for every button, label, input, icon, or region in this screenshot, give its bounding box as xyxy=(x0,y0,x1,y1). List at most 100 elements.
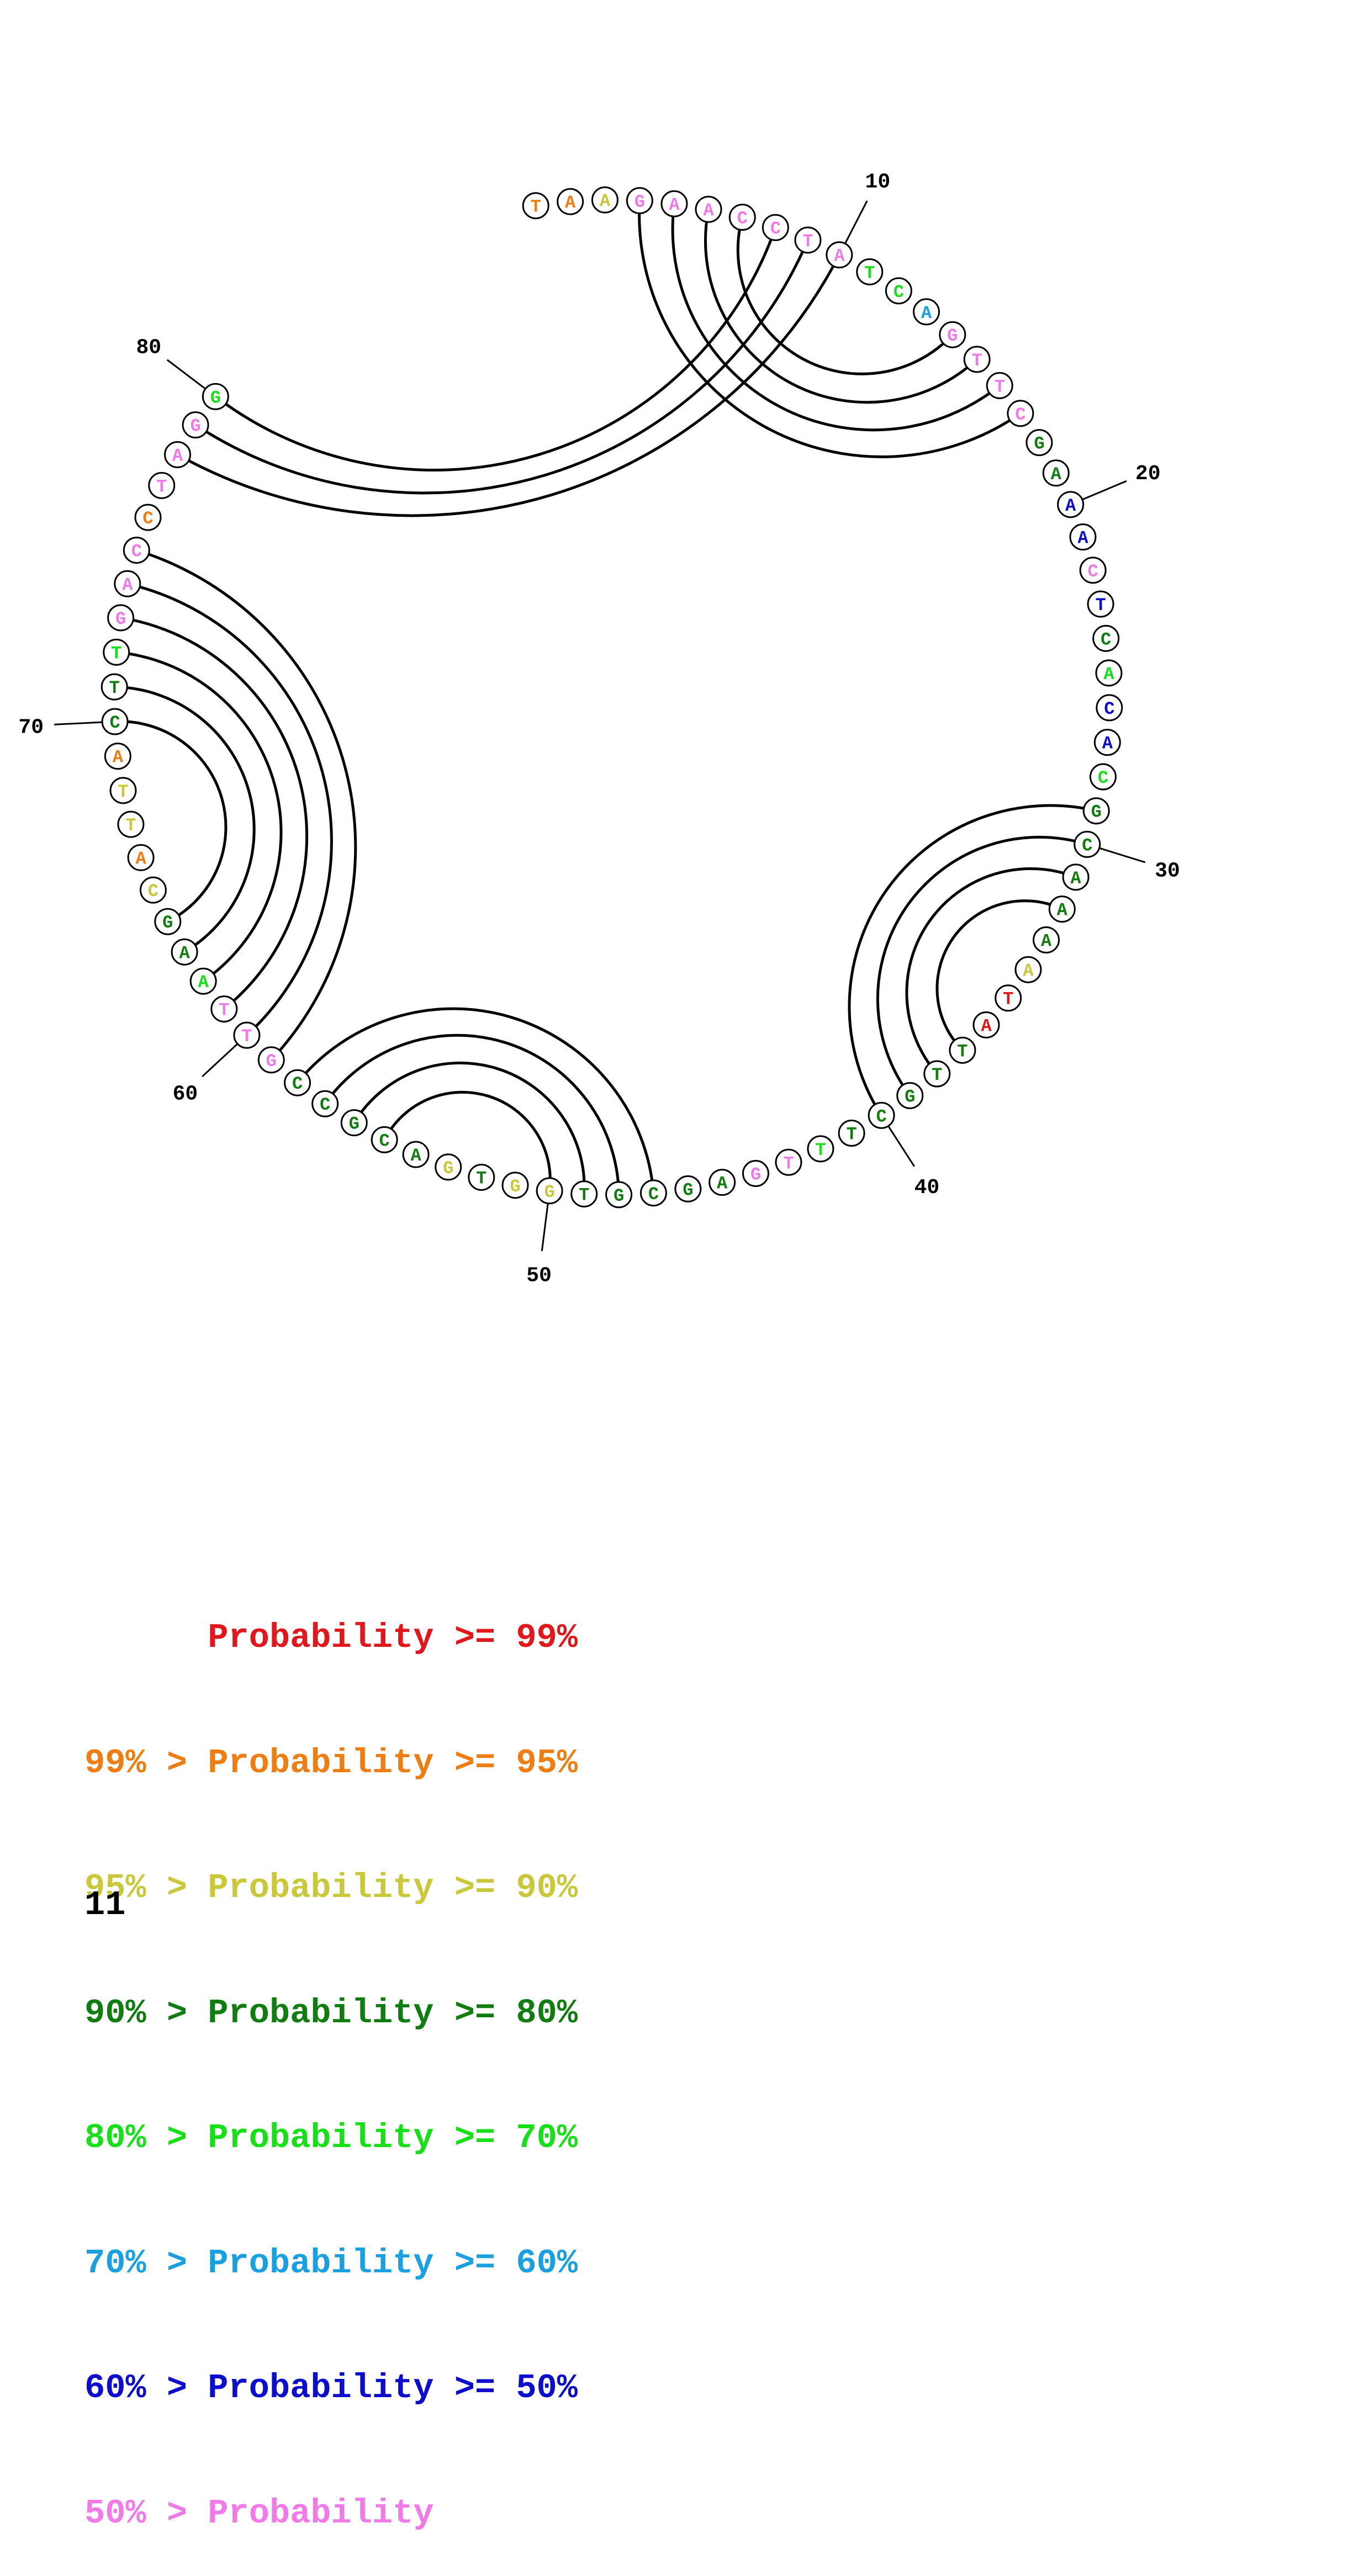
position-ticks: 10 20 30 40 50 60 70 80 xyxy=(18,170,1180,1287)
nucleotide-letter: A xyxy=(1041,931,1052,952)
nucleotide-letter: A xyxy=(410,1146,421,1166)
nucleotide-circle xyxy=(972,1011,1000,1038)
legend-row-99: 99% > Probability >= 99% xyxy=(84,1617,578,1659)
nucleotide: T xyxy=(995,984,1022,1012)
nucleotide: A xyxy=(591,186,619,214)
nucleotide: T xyxy=(570,1180,598,1208)
base-pair-arc xyxy=(177,254,841,517)
nucleotide: G xyxy=(939,321,966,348)
legend-text: Probability >= 95% xyxy=(208,1743,578,1783)
tick-mark xyxy=(844,200,868,244)
nucleotide-circle xyxy=(210,995,238,1023)
nucleotide-letter: G xyxy=(266,1051,277,1072)
base-pair-arc xyxy=(671,203,1001,432)
nucleotide-letter: G xyxy=(683,1180,693,1200)
nucleotide-letter: C xyxy=(148,881,158,902)
nucleotide-circle xyxy=(468,1163,495,1191)
nucleotide-circle xyxy=(896,1082,924,1109)
nucleotide-letter: G xyxy=(162,913,173,933)
nucleotide: G xyxy=(501,1172,529,1199)
tick-mark xyxy=(202,1043,239,1078)
nucleotide-letter: T xyxy=(815,1140,826,1160)
nucleotide-letter: T xyxy=(219,1000,229,1021)
nucleotide-letter: T xyxy=(579,1185,589,1206)
nucleotide-circle xyxy=(117,810,145,838)
nucleotide-letter: A xyxy=(1023,961,1034,981)
nucleotide-circle xyxy=(536,1177,563,1205)
nucleotide-circle xyxy=(591,186,619,214)
nucleotide: C xyxy=(728,204,756,231)
nucleotide-circle xyxy=(171,938,198,966)
nucleotide-circle xyxy=(1093,729,1121,756)
nucleotide: C xyxy=(1096,694,1123,722)
nucleotide-circle xyxy=(986,372,1013,399)
nucleotide-circle xyxy=(257,1046,285,1074)
nucleotide-letter: A xyxy=(834,246,845,267)
nucleotide: A xyxy=(557,188,584,215)
nucleotide-letter: A xyxy=(179,943,190,963)
base-pair-arc xyxy=(876,835,1088,1096)
base-pair-arc xyxy=(383,1090,552,1191)
nucleotide-circle xyxy=(104,743,131,770)
legend-row-70: 80% > Probability >= 70% xyxy=(84,2118,578,2158)
nucleotide: T xyxy=(210,995,238,1023)
nucleotide: C xyxy=(885,277,912,305)
nucleotide-letter: T xyxy=(932,1065,942,1085)
tick-label: 60 xyxy=(173,1082,198,1106)
nucleotide-letter: G xyxy=(190,416,200,437)
legend-row-50: 60% > Probability >= 50% xyxy=(84,2368,578,2408)
nucleotide-letter: G xyxy=(1034,434,1044,454)
nucleotide: A xyxy=(1033,926,1060,954)
nucleotide-circle xyxy=(1048,895,1076,923)
nucleotide: C xyxy=(134,503,162,531)
nucleotide-circle xyxy=(626,187,653,214)
nucleotide-circle xyxy=(101,708,129,735)
nucleotide: G xyxy=(1026,429,1053,457)
nucleotide-letter: C xyxy=(737,209,748,229)
nucleotide-letter: G xyxy=(750,1165,761,1185)
nucleotide-letter: G xyxy=(443,1158,453,1179)
nucleotide-letter: C xyxy=(320,1095,330,1115)
nucleotide-letter: A xyxy=(1070,868,1081,889)
nucleotide-circle xyxy=(885,277,912,305)
nucleotide-circle xyxy=(103,638,130,666)
nucleotide: G xyxy=(536,1177,563,1205)
nucleotide-circle xyxy=(856,258,884,285)
nucleotide: T xyxy=(963,346,991,373)
tick-mark xyxy=(166,359,206,390)
nucleotide-letter: C xyxy=(876,1106,886,1127)
nucleotide: C xyxy=(284,1069,311,1096)
nucleotide-letter: A xyxy=(669,195,680,215)
base-pair-arc xyxy=(905,867,1076,1075)
nucleotide-letter: A xyxy=(600,191,611,211)
nucleotide: A xyxy=(660,190,688,218)
nucleotide-letter: T xyxy=(971,351,982,371)
tick-mark xyxy=(887,1125,915,1167)
nucleotide-letter: T xyxy=(1003,989,1013,1010)
legend-text: Probability >= 60% xyxy=(208,2243,578,2283)
nucleotide: A xyxy=(1014,956,1042,983)
nucleotide-circle xyxy=(605,1181,633,1209)
nucleotide-circle xyxy=(838,1120,865,1147)
base-pair-arc xyxy=(704,209,978,404)
nucleotide-circle xyxy=(939,321,966,348)
nucleotide-letter: A xyxy=(981,1016,992,1036)
base-pair-arc xyxy=(935,899,1063,1052)
nucleotide-circles: T A A G A A CCTATCAGTTCGAAACTCACACGCAAAATATTGC… xyxy=(101,186,1123,1209)
nucleotide-circle xyxy=(762,214,789,241)
nucleotide: T xyxy=(233,1021,261,1049)
nucleotide-circle xyxy=(340,1109,368,1137)
nucleotide-letter: A xyxy=(565,193,576,213)
nucleotide: T xyxy=(109,777,137,804)
nucleotide: A xyxy=(127,844,155,871)
nucleotide-letter: A xyxy=(1051,464,1062,485)
nucleotide-letter: A xyxy=(135,849,146,869)
nucleotide-circle xyxy=(148,471,176,499)
nucleotide-circle xyxy=(1033,926,1060,954)
nucleotide-letter: T xyxy=(783,1153,794,1174)
legend-text: Probability >= 80% xyxy=(208,1993,578,2033)
nucleotide-circle xyxy=(639,1179,667,1207)
nucleotide: A xyxy=(912,298,940,326)
nucleotide: G xyxy=(896,1082,924,1109)
nucleotide-letter: G xyxy=(905,1086,915,1107)
